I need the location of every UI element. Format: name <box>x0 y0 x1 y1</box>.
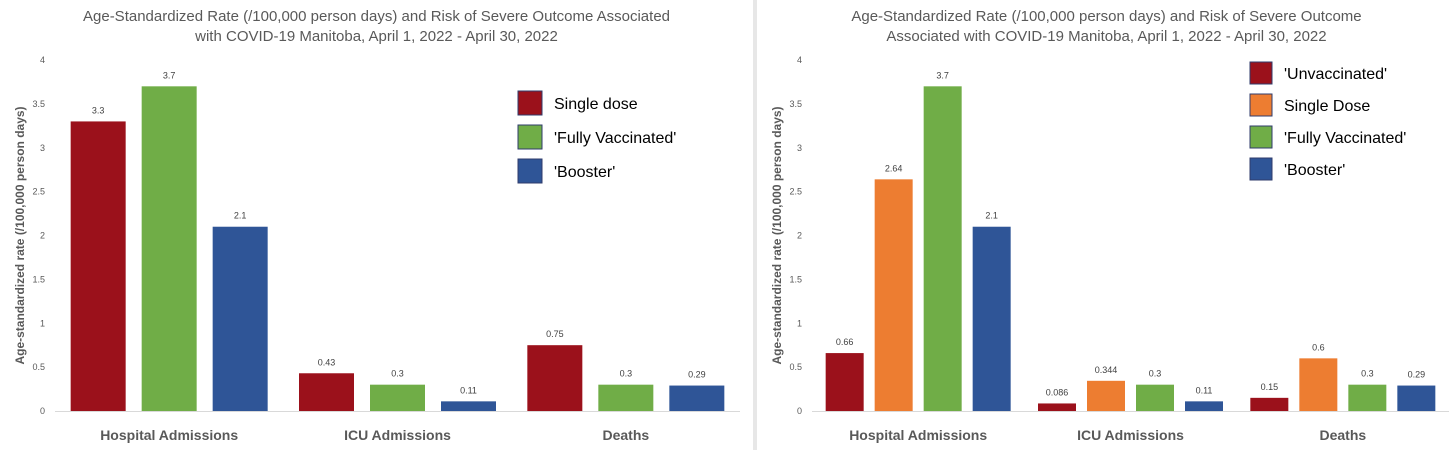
y-tick-label: 3.5 <box>789 99 802 109</box>
bar-2-3 <box>1299 358 1338 411</box>
bar-3-2 <box>1136 384 1174 411</box>
data-label: 0.75 <box>546 329 564 339</box>
y-tick-label: 2 <box>797 231 802 241</box>
y-tick-label: 1.5 <box>789 274 802 284</box>
x-category-label: Deaths <box>602 427 649 443</box>
data-label: 3.3 <box>92 105 105 115</box>
legend-label: 'Booster' <box>554 164 615 181</box>
y-tick-label: 4 <box>40 55 45 65</box>
bar-chart-right: Age-standardized rate (/100,000 person d… <box>770 55 1449 443</box>
x-category-label: Hospital Admissions <box>100 427 238 443</box>
y-axis-label: Age-standardized rate (/100,000 person d… <box>13 106 27 364</box>
bar-1-1 <box>70 121 126 412</box>
legend-swatch <box>1249 61 1273 85</box>
chart-panel-right: Age-Standardized Rate (/100,000 person d… <box>757 0 1456 450</box>
panel-divider <box>753 0 757 450</box>
data-label: 3.7 <box>936 70 949 80</box>
bar-4-1 <box>972 226 1011 411</box>
data-label: 3.7 <box>163 70 176 80</box>
x-category-label: ICU Admissions <box>1077 427 1184 443</box>
data-label: 0.29 <box>1408 370 1426 380</box>
data-label: 0.11 <box>1196 385 1213 395</box>
legend-swatch <box>517 158 543 184</box>
legend-label: 'Booster' <box>1284 162 1345 179</box>
bar-2-1 <box>141 86 197 411</box>
y-tick-label: 2.5 <box>32 187 45 197</box>
chart-title: Age-Standardized Rate (/100,000 person d… <box>851 8 1362 45</box>
y-tick-label: 0 <box>40 406 45 416</box>
legend-swatch <box>517 124 543 150</box>
y-tick-label: 3.5 <box>32 99 45 109</box>
x-category-label: Hospital Admissions <box>849 427 987 443</box>
data-label: 0.344 <box>1095 365 1118 375</box>
data-label: 0.3 <box>1361 369 1374 379</box>
bar-4-3 <box>1397 385 1436 411</box>
legend-label: Single Dose <box>1284 98 1370 115</box>
legend-swatch <box>517 90 543 116</box>
legend-swatch <box>1249 125 1273 149</box>
bar-1-2 <box>1038 403 1076 411</box>
legend-swatch <box>1249 157 1273 181</box>
x-category-label: ICU Admissions <box>344 427 451 443</box>
bar-1-2 <box>299 373 354 411</box>
y-tick-label: 1 <box>797 318 802 328</box>
bar-2-2 <box>370 384 425 411</box>
legend-label: 'Fully Vaccinated' <box>1284 130 1406 147</box>
y-tick-label: 0 <box>797 406 802 416</box>
data-label: 0.3 <box>391 369 404 379</box>
data-label: 0.6 <box>1312 342 1325 352</box>
y-tick-label: 2 <box>40 231 45 241</box>
bar-3-1 <box>923 86 962 411</box>
data-label: 2.1 <box>985 211 998 221</box>
data-label: 0.3 <box>620 369 633 379</box>
y-tick-label: 3 <box>797 143 802 153</box>
data-label: 0.43 <box>318 357 336 367</box>
x-category-label: Deaths <box>1319 427 1366 443</box>
bar-4-2 <box>1185 401 1223 411</box>
bar-3-3 <box>669 385 725 411</box>
y-tick-label: 3 <box>40 143 45 153</box>
bar-3-3 <box>1348 384 1387 411</box>
data-label: 0.086 <box>1046 387 1069 397</box>
data-label: 0.29 <box>688 370 706 380</box>
legend-label: 'Fully Vaccinated' <box>554 130 676 147</box>
bar-3-2 <box>441 401 496 411</box>
y-tick-label: 0.5 <box>32 362 45 372</box>
bar-2-1 <box>874 179 913 411</box>
y-tick-label: 1.5 <box>32 274 45 284</box>
legend-label: 'Unvaccinated' <box>1284 66 1387 83</box>
bar-1-1 <box>825 353 864 411</box>
y-axis-label: Age-standardized rate (/100,000 person d… <box>770 106 784 364</box>
y-tick-label: 1 <box>40 318 45 328</box>
y-tick-label: 2.5 <box>789 187 802 197</box>
chart-title: Age-Standardized Rate (/100,000 person d… <box>83 8 670 45</box>
data-label: 0.66 <box>836 337 854 347</box>
data-label: 0.3 <box>1149 369 1162 379</box>
legend-swatch <box>1249 93 1273 117</box>
bar-chart-left: Age-standardized rate (/100,000 person d… <box>13 55 740 443</box>
bar-2-3 <box>598 384 654 411</box>
data-label: 0.11 <box>460 385 477 395</box>
bar-1-3 <box>527 345 583 411</box>
data-label: 2.64 <box>885 163 903 173</box>
data-label: 2.1 <box>234 211 247 221</box>
bar-2-2 <box>1087 380 1125 411</box>
bar-3-1 <box>212 226 268 411</box>
y-tick-label: 4 <box>797 55 802 65</box>
bar-1-3 <box>1250 397 1289 411</box>
data-label: 0.15 <box>1261 382 1279 392</box>
y-tick-label: 0.5 <box>789 362 802 372</box>
legend-label: Single dose <box>554 96 638 113</box>
chart-panel-left: Age-Standardized Rate (/100,000 person d… <box>13 8 740 443</box>
